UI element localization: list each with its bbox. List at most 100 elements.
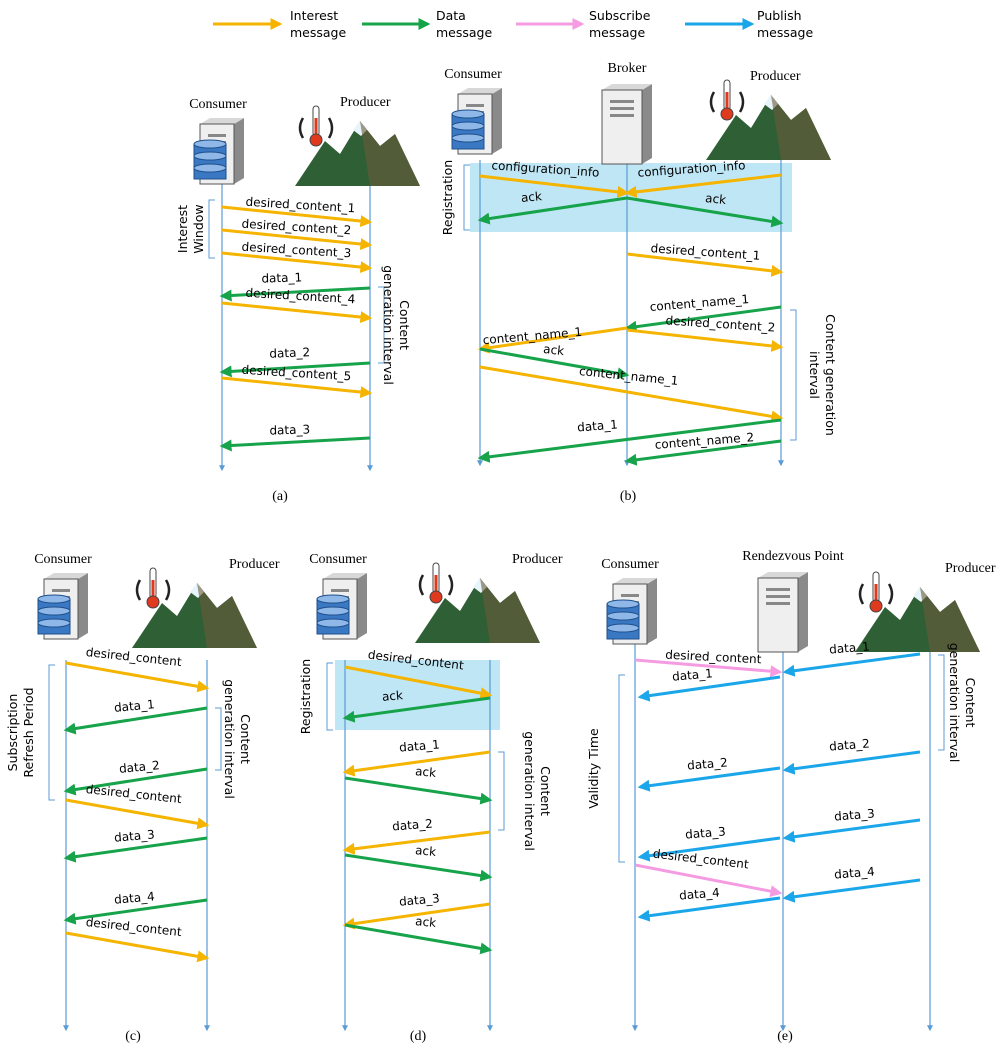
server-slot xyxy=(331,589,349,592)
message-label: data_3 xyxy=(399,891,441,908)
bracket-label: Validity Time xyxy=(586,728,601,809)
actor-label: Producer xyxy=(750,69,801,84)
server-icon xyxy=(317,573,367,639)
message-arrow xyxy=(66,800,207,825)
message-label: desired_content xyxy=(652,847,749,872)
server-side xyxy=(642,84,652,164)
server-icon xyxy=(194,118,244,184)
message-label: data_3 xyxy=(834,806,876,823)
message-label: data_3 xyxy=(114,827,156,844)
message-label: data_2 xyxy=(269,345,310,360)
message-label: data_4 xyxy=(834,864,876,881)
bracket xyxy=(327,663,333,730)
bracket-label: InterestWindow xyxy=(175,204,206,253)
bracket xyxy=(464,165,470,230)
server-slot xyxy=(621,594,639,597)
server-slot xyxy=(766,595,790,598)
producer-icon xyxy=(855,572,980,652)
bracket-label-line: generation interval xyxy=(222,679,237,799)
actor-label: Broker xyxy=(608,61,647,76)
server-side xyxy=(798,572,808,652)
message-arrow xyxy=(785,820,920,838)
bracket xyxy=(498,752,504,830)
bracket-label-line: Interest xyxy=(175,205,190,253)
legend-label: Interest xyxy=(290,8,338,23)
message-label: desired_content xyxy=(85,645,182,669)
server-side xyxy=(78,573,88,639)
message-label: data_1 xyxy=(672,666,714,683)
server-slot xyxy=(610,107,634,110)
bracket xyxy=(619,675,625,862)
db-top xyxy=(607,624,639,632)
message-label: data_2 xyxy=(829,736,871,753)
server-icon xyxy=(452,88,502,154)
legend-label: Subscribe xyxy=(589,8,651,23)
mountain-shade xyxy=(771,95,831,160)
legend-label: Data xyxy=(436,8,466,23)
bracket-label: Content generationinterval xyxy=(807,314,838,436)
message-label: desired_content_2 xyxy=(665,313,776,334)
server-slot xyxy=(208,134,226,137)
producer-icon xyxy=(295,106,420,186)
actor-label: Consumer xyxy=(189,97,247,112)
mountain-shade xyxy=(480,578,540,643)
message-label: data_1 xyxy=(261,270,302,285)
bracket-label: Contentgeneration interval xyxy=(222,679,253,799)
db-top xyxy=(317,619,349,627)
message-label: data_2 xyxy=(118,758,160,776)
server-slot xyxy=(466,104,484,107)
bracket-label-line: Content xyxy=(538,766,553,816)
message-arrow xyxy=(345,855,490,877)
thermometer-fill xyxy=(726,92,729,110)
bracket-label-line: Refresh Period xyxy=(21,687,36,777)
message-label: ack xyxy=(381,688,403,704)
actor-label: Producer xyxy=(945,561,996,576)
db-top xyxy=(607,600,639,608)
message-label: data_1 xyxy=(399,737,441,754)
bracket-label: Contentgeneration interval xyxy=(522,731,553,851)
message-label: data_4 xyxy=(679,885,721,902)
thermometer-bulb xyxy=(721,108,733,120)
message-label: data_2 xyxy=(392,817,434,834)
producer-icon xyxy=(706,80,831,160)
db-top xyxy=(317,595,349,603)
diagram: InterestmessageDatamessageSubscribemessa… xyxy=(0,0,1001,1055)
actor-label: Consumer xyxy=(444,67,502,82)
bracket-label-line: Content xyxy=(397,300,412,350)
message-label: data_4 xyxy=(114,889,156,906)
bracket xyxy=(938,655,944,750)
actor-label: Consumer xyxy=(601,557,659,572)
message-arrow xyxy=(222,438,370,446)
legend-label: message xyxy=(589,25,645,40)
panel-caption: (e) xyxy=(777,1029,793,1044)
panel-caption: (b) xyxy=(620,489,637,504)
bracket-label: Registration xyxy=(298,659,313,734)
bracket-label-line: generation interval xyxy=(947,643,962,763)
bracket-label-line: generation interval xyxy=(522,731,537,851)
mountain-shade xyxy=(197,583,257,648)
message-label: data_1 xyxy=(113,697,155,715)
thermometer-fill xyxy=(315,118,318,136)
message-label: ack xyxy=(415,843,437,859)
db-top xyxy=(452,122,484,130)
mountain-shade xyxy=(360,121,420,186)
message-label: data_2 xyxy=(687,755,729,772)
message-label: content_name_1 xyxy=(482,325,582,347)
server-side xyxy=(234,118,244,184)
bracket-label-line: Content xyxy=(963,678,978,728)
db-top xyxy=(452,110,484,118)
message-label: ack xyxy=(705,191,727,207)
bracket-label-line: Content generation xyxy=(823,314,838,436)
bracket xyxy=(790,310,796,440)
legend-label: message xyxy=(290,25,346,40)
actor-label: Producer xyxy=(340,95,391,110)
thermometer-bulb xyxy=(870,600,882,612)
message-label: ack xyxy=(415,764,437,780)
message-arrow xyxy=(66,663,207,688)
panel-caption: (a) xyxy=(272,489,288,504)
message-arrow xyxy=(785,752,920,770)
db-top xyxy=(452,134,484,142)
panel-caption: (c) xyxy=(125,1029,141,1044)
thermometer-bulb xyxy=(147,596,159,608)
message-label: content_name_1 xyxy=(578,364,679,388)
